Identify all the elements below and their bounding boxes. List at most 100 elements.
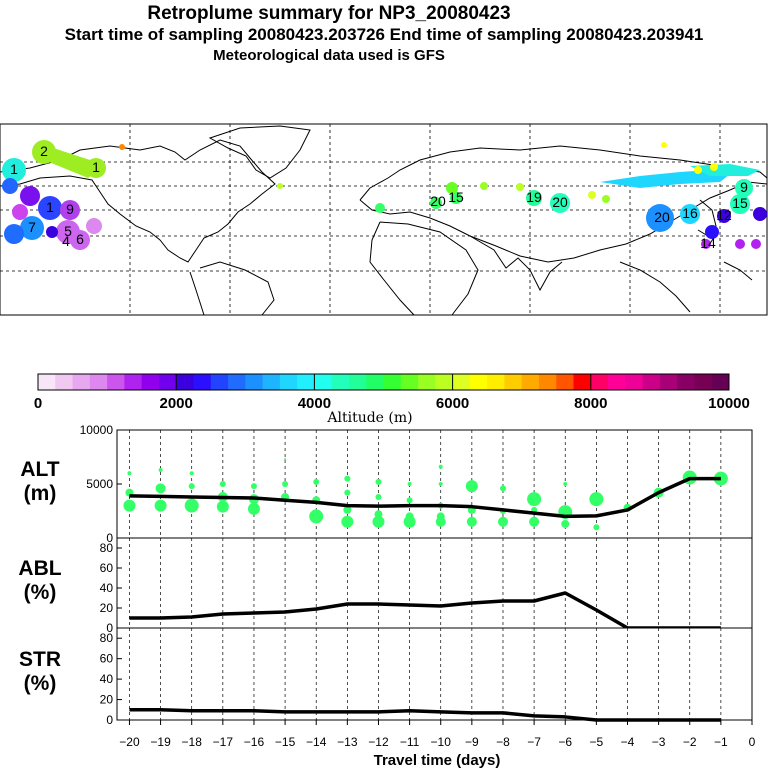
plume-label: 4 (62, 233, 70, 249)
plume-label: 9 (66, 201, 74, 217)
plume-label: 14 (700, 235, 716, 251)
plume-marker (38, 196, 62, 220)
x-tick-label: −5 (590, 735, 604, 749)
x-tick-label: −6 (558, 735, 572, 749)
colorbar-tick-label: 2000 (160, 395, 193, 412)
panel-frame (116, 627, 753, 721)
altitude-colorbar: 0 2000 4000 6000 8000 10000 (34, 373, 750, 412)
panel-alt: 10000 5000 0 ALT(m) (20, 423, 753, 545)
x-tick-label: −4 (621, 735, 635, 749)
plume-label: 5 (64, 223, 72, 239)
plume-marker (516, 183, 524, 191)
y-axis-unit: (%) (24, 672, 57, 695)
panel-str: 80 60 40 20 0 STR(%) (19, 627, 753, 727)
x-tick-label: −19 (150, 735, 171, 749)
plume-label: 1 (46, 199, 54, 215)
scatter-point (127, 471, 132, 476)
scatter-point (189, 471, 194, 476)
series-line (129, 476, 721, 519)
plume-marker (12, 204, 28, 220)
plume-label: 7 (28, 219, 36, 235)
y-axis-label: STR (19, 648, 61, 671)
scatter-point (282, 481, 289, 487)
x-tick-label: −1 (714, 735, 728, 749)
scatter-point (284, 458, 287, 461)
plume-label: 20 (430, 193, 446, 209)
x-tick-label: −17 (213, 735, 234, 749)
plume-marker (44, 145, 98, 178)
plume-marker (375, 203, 385, 213)
plume-label: 2 (40, 143, 48, 159)
scatter-point (403, 515, 416, 528)
plume-marker (705, 225, 719, 239)
y-tick-label: 20 (100, 601, 114, 615)
chart-title: Retroplume summary for NP3_20080423 (147, 3, 511, 24)
y-tick-label: 0 (106, 621, 113, 635)
plume-label: 20 (654, 209, 670, 225)
scatter-point (435, 516, 446, 527)
plume-marker (2, 178, 18, 194)
time-series-panels: 1000050000ALT(m)806040200ABL(%)806040200… (18, 423, 755, 749)
colorbar-swatch (72, 374, 91, 390)
plume-marker (446, 182, 458, 194)
scatter-point (344, 489, 351, 496)
plume-label: 19 (526, 189, 542, 205)
colorbar-swatch (556, 374, 575, 390)
colorbar-tick-label: 8000 (574, 395, 607, 412)
x-tick-label: −20 (119, 735, 140, 749)
scatter-point (341, 515, 354, 528)
x-axis-label: Travel time (days) (374, 752, 501, 768)
plume-marker (550, 193, 570, 213)
plume-marker (4, 224, 24, 244)
colorbar-swatch (418, 374, 436, 390)
scatter-point (561, 519, 570, 528)
scatter-point (375, 478, 382, 485)
plume-marker (661, 142, 667, 148)
plume-marker (430, 197, 442, 209)
y-tick-label: 80 (100, 631, 114, 645)
colorbar-swatch (383, 374, 402, 390)
x-tick-label: −2 (683, 735, 697, 749)
scatter-point (438, 464, 443, 469)
plume-marker (600, 170, 730, 188)
scatter-point (216, 500, 229, 513)
colorbar-tick-label: 0 (34, 395, 42, 412)
colorbar-swatch (210, 374, 229, 390)
scatter-point (406, 497, 413, 504)
colorbar-swatch (521, 374, 540, 390)
plume-marker (46, 226, 58, 238)
map-graticule (0, 124, 767, 315)
colorbar-tick-label: 10000 (708, 395, 750, 412)
sampling-time-line: Start time of sampling 20080423.203726 E… (64, 25, 704, 44)
y-tick-label: 60 (100, 561, 114, 575)
plume-marker (119, 144, 125, 150)
colorbar-swatch (245, 374, 264, 390)
colorbar-swatch (141, 374, 160, 390)
plume-marker (588, 191, 596, 199)
colorbar-swatch (711, 374, 730, 390)
scatter-point (466, 516, 477, 527)
y-axis-unit: (%) (24, 581, 57, 604)
scatter-point (497, 516, 508, 527)
plume-marker (751, 239, 761, 249)
y-tick-label: 0 (106, 713, 113, 727)
plume-marker (735, 179, 753, 197)
colorbar-swatch (176, 374, 194, 390)
scatter-point (154, 499, 167, 512)
scatter-point (527, 492, 542, 507)
y-tick-label: 20 (100, 693, 114, 707)
colorbar-swatch (314, 374, 333, 390)
scatter-point (372, 515, 385, 528)
y-axis-label: ABL (18, 557, 61, 580)
x-tick-label: −18 (182, 735, 203, 749)
colorbar-swatch (659, 374, 678, 390)
scatter-point (247, 502, 260, 515)
plume-marker (480, 182, 488, 190)
scatter-point (375, 493, 382, 500)
scatter-point (589, 492, 604, 507)
meteorological-data-line: Meteorological data used is GFS (213, 47, 445, 64)
scatter-point (123, 499, 136, 512)
scatter-point (344, 475, 351, 482)
